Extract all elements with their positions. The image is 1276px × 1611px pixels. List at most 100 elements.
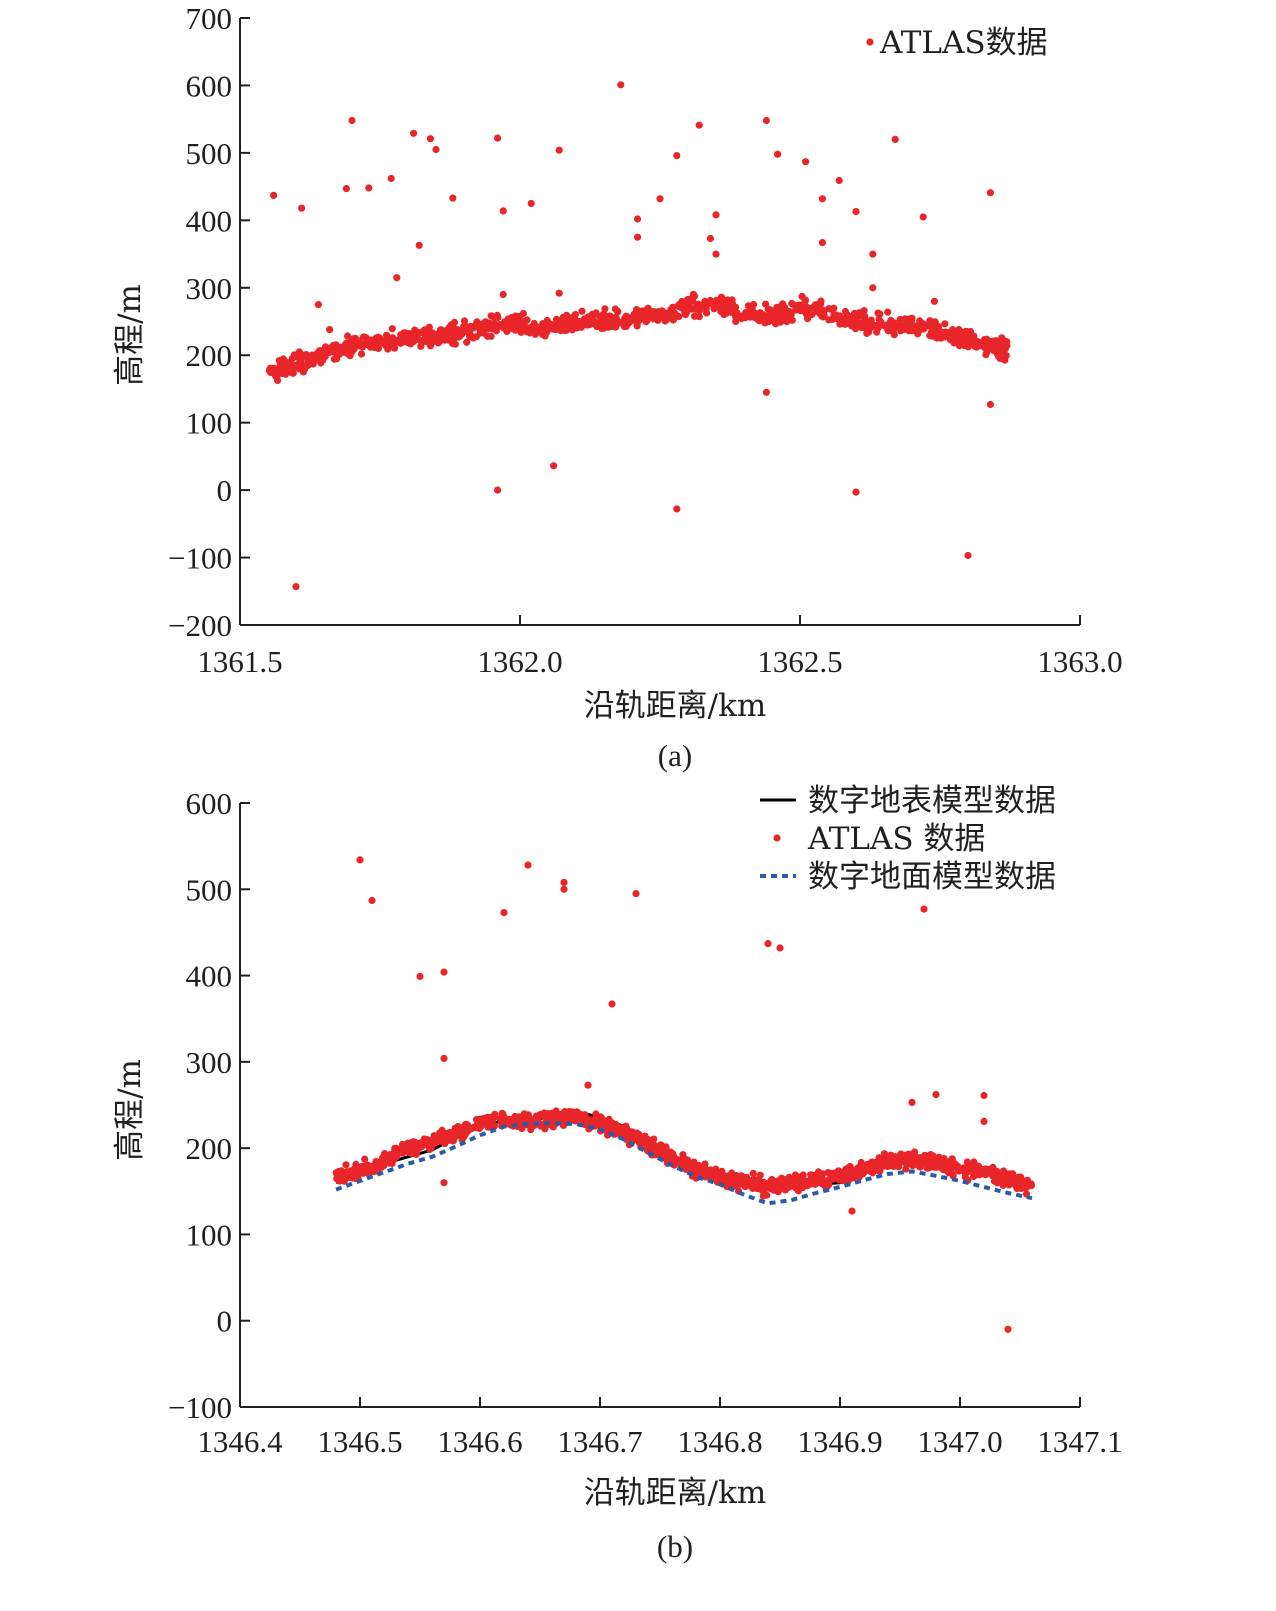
atlas-outlier-point bbox=[673, 505, 681, 513]
y-tick-label: −200 bbox=[168, 608, 232, 643]
atlas-point bbox=[633, 307, 641, 315]
atlas-outlier-point bbox=[673, 152, 681, 160]
atlas-outlier-point bbox=[920, 905, 928, 913]
atlas-point bbox=[669, 1151, 677, 1159]
atlas-point bbox=[1003, 341, 1011, 350]
panel-caption: (b) bbox=[657, 1529, 693, 1564]
atlas-point bbox=[717, 293, 726, 301]
atlas-outlier-point bbox=[499, 207, 507, 215]
atlas-point bbox=[558, 319, 567, 327]
atlas-point bbox=[908, 314, 916, 322]
atlas-point bbox=[864, 328, 872, 336]
atlas-point bbox=[622, 1134, 631, 1142]
atlas-point bbox=[422, 333, 430, 341]
atlas-point bbox=[836, 312, 844, 320]
atlas-point bbox=[473, 318, 481, 326]
atlas-outlier-point bbox=[848, 1207, 856, 1215]
atlas-point bbox=[802, 307, 811, 315]
atlas-point bbox=[601, 312, 609, 320]
atlas-outlier-point bbox=[415, 241, 423, 249]
dtm-line bbox=[335, 1121, 1033, 1206]
atlas-outlier-point bbox=[314, 301, 322, 309]
atlas-point bbox=[482, 323, 490, 331]
atlas-point bbox=[680, 1156, 688, 1164]
atlas-point bbox=[634, 317, 643, 325]
atlas-outlier-point bbox=[980, 1091, 988, 1100]
atlas-point bbox=[612, 318, 620, 326]
atlas-point bbox=[996, 1177, 1004, 1185]
atlas-point bbox=[472, 333, 480, 341]
atlas-point bbox=[790, 301, 798, 309]
legend-label: ATLAS数据 bbox=[879, 25, 1048, 61]
atlas-point bbox=[552, 315, 561, 323]
atlas-point bbox=[939, 1166, 948, 1174]
atlas-point bbox=[461, 1122, 469, 1130]
atlas-outlier-point bbox=[764, 940, 772, 948]
atlas-point bbox=[407, 330, 415, 338]
atlas-point bbox=[432, 333, 440, 342]
atlas-point bbox=[461, 326, 469, 335]
atlas-point bbox=[880, 1150, 889, 1158]
atlas-outlier-point bbox=[342, 185, 350, 193]
atlas-point bbox=[782, 1181, 790, 1189]
atlas-point bbox=[452, 1131, 460, 1139]
atlas-point bbox=[927, 1152, 935, 1160]
atlas-outlier-point bbox=[869, 250, 877, 258]
atlas-outlier-point bbox=[365, 184, 373, 192]
dsm-line bbox=[335, 1110, 1033, 1191]
atlas-point bbox=[830, 1174, 838, 1182]
atlas-point bbox=[804, 315, 812, 323]
x-axis-label: 沿轨距离/km bbox=[584, 1475, 767, 1511]
y-tick-label: −100 bbox=[168, 541, 232, 576]
legend: ATLAS数据 bbox=[866, 25, 1048, 61]
atlas-outlier-point bbox=[298, 204, 306, 212]
atlas-outlier-point bbox=[774, 150, 782, 158]
atlas-point bbox=[997, 348, 1005, 356]
atlas-point bbox=[797, 1172, 805, 1181]
atlas-outlier-point bbox=[695, 121, 703, 129]
atlas-point bbox=[699, 1166, 707, 1174]
atlas-point bbox=[816, 1172, 824, 1180]
atlas-point bbox=[523, 316, 531, 324]
atlas-point bbox=[1013, 1174, 1021, 1182]
atlas-outlier-point bbox=[527, 199, 535, 208]
atlas-point bbox=[874, 324, 882, 332]
atlas-outlier-point bbox=[634, 215, 642, 223]
y-tick-label: 500 bbox=[186, 136, 233, 171]
atlas-point bbox=[913, 1156, 921, 1164]
atlas-outlier-point bbox=[440, 1179, 448, 1187]
x-tick-label: 1347.0 bbox=[917, 1424, 1002, 1459]
atlas-point bbox=[675, 313, 683, 321]
atlas-point bbox=[825, 316, 833, 324]
atlas-point bbox=[481, 318, 490, 326]
atlas-point bbox=[445, 1136, 453, 1144]
atlas-point bbox=[601, 305, 609, 313]
atlas-point bbox=[581, 1120, 589, 1129]
atlas-point bbox=[988, 1169, 996, 1178]
atlas-point bbox=[912, 324, 920, 332]
y-tick-label: 400 bbox=[186, 959, 233, 994]
atlas-point bbox=[577, 1114, 585, 1122]
atlas-point bbox=[854, 313, 862, 321]
atlas-point bbox=[758, 1181, 767, 1189]
atlas-point bbox=[342, 1161, 350, 1169]
atlas-point bbox=[783, 318, 791, 326]
atlas-point bbox=[598, 324, 606, 332]
atlas-point bbox=[788, 316, 796, 324]
atlas-point bbox=[731, 1179, 739, 1188]
atlas-outlier-point bbox=[930, 297, 939, 305]
atlas-point bbox=[279, 369, 287, 378]
atlas-point bbox=[596, 1121, 604, 1130]
atlas-point bbox=[874, 309, 882, 317]
atlas-point bbox=[635, 1130, 643, 1138]
atlas-outlier-point bbox=[500, 909, 508, 917]
atlas-point bbox=[694, 1162, 702, 1170]
atlas-point bbox=[878, 1155, 886, 1163]
atlas-point bbox=[803, 1182, 811, 1190]
atlas-point bbox=[296, 355, 304, 363]
atlas-point bbox=[669, 316, 677, 324]
atlas-point bbox=[336, 1176, 344, 1184]
atlas-point bbox=[364, 1169, 372, 1177]
